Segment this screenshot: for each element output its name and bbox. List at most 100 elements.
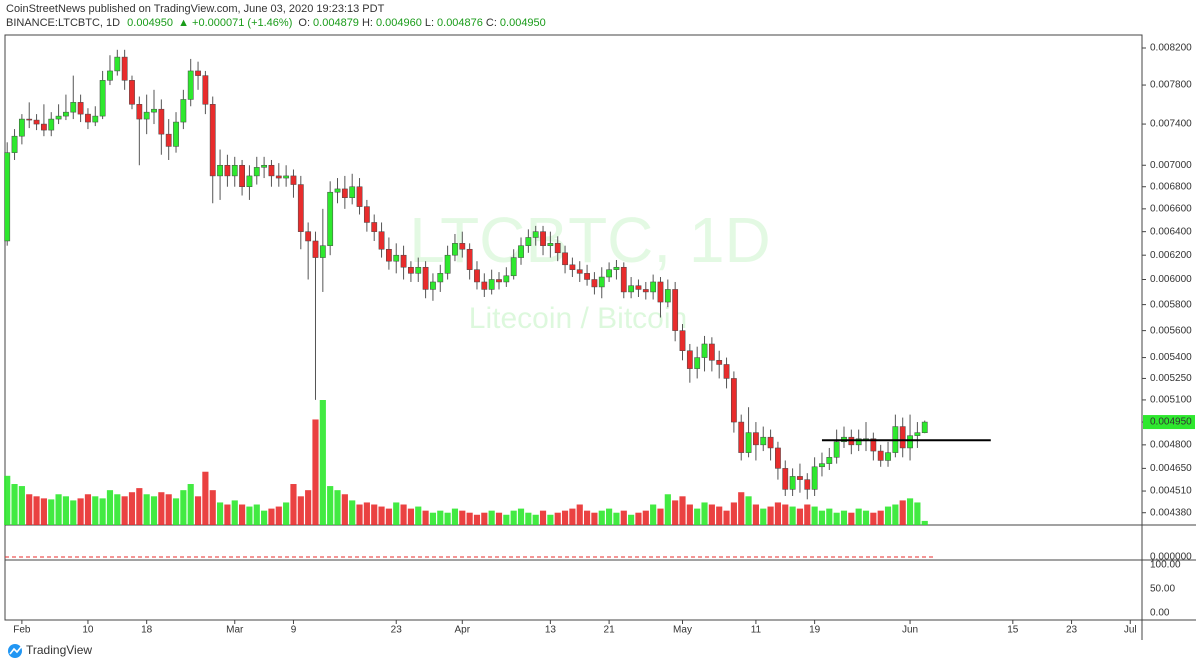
candle-body	[356, 186, 363, 207]
volume-bar	[686, 504, 693, 525]
candle-body	[319, 245, 326, 258]
volume-bar	[921, 520, 928, 525]
y-tick-label: 0.006600	[1150, 203, 1192, 214]
y-tick-label: 0.005100	[1150, 395, 1192, 406]
candle-body	[202, 75, 209, 105]
candle-body	[129, 80, 135, 105]
ohlc-value: 0.004876	[437, 17, 483, 29]
volume-bar	[591, 512, 598, 525]
candle-body	[547, 243, 554, 246]
volume-bar	[459, 510, 466, 525]
volume-bar	[554, 512, 561, 525]
volume-bar	[517, 508, 525, 525]
volume-bar	[613, 512, 620, 525]
x-tick-label: Feb	[13, 625, 31, 636]
volume-bar	[884, 506, 892, 525]
volume-bar	[18, 486, 25, 525]
candle-body	[657, 281, 664, 303]
candle-body	[33, 119, 40, 125]
candle-body	[334, 188, 341, 193]
candle-body	[430, 281, 436, 290]
candle-body	[540, 231, 546, 246]
volume-bar	[356, 504, 363, 525]
candle-body	[753, 432, 759, 446]
volume-bar	[216, 502, 224, 525]
y-tick-label: 0.005600	[1150, 325, 1192, 336]
volume-bar	[261, 510, 268, 525]
x-tick-label: 19	[809, 625, 821, 636]
candle-body	[393, 254, 400, 262]
x-tick-label: 21	[604, 625, 616, 636]
volume-bar	[576, 504, 583, 525]
symbol-line: BINANCE:LTCBTC, 1D 0.004950 ▲ +0.000071 …	[6, 17, 1146, 31]
volume-bar	[657, 508, 664, 525]
ohlc-value: 0.004960	[375, 17, 422, 29]
volume-bar	[760, 508, 767, 525]
volume-bar	[811, 506, 818, 525]
candle-body	[664, 289, 671, 303]
candle-body	[187, 70, 194, 100]
candle-body	[474, 269, 480, 283]
candle-body	[217, 164, 223, 177]
volume-bar	[650, 504, 657, 525]
candle-body	[782, 468, 789, 490]
volume-bar	[407, 508, 414, 525]
candle-body	[11, 135, 18, 153]
candle-body	[18, 118, 25, 137]
volume-bar	[26, 494, 33, 525]
candle-body	[745, 432, 752, 453]
candle-body	[239, 164, 245, 187]
candle-body	[386, 248, 392, 262]
candle-body	[723, 364, 730, 379]
volume-bar	[268, 508, 275, 525]
volume-bar	[833, 512, 840, 525]
pane-label: 0.000000	[1150, 552, 1192, 563]
volume-bar	[378, 506, 385, 525]
volume-bar	[187, 484, 194, 525]
x-tick-label: Jul	[1124, 625, 1137, 636]
candle-body	[41, 123, 47, 131]
volume-bar	[444, 512, 451, 525]
volume-bar	[253, 504, 260, 525]
volume-bar	[77, 498, 84, 525]
volume-bar	[128, 492, 136, 525]
volume-bar	[481, 512, 488, 525]
volume-bar	[730, 502, 737, 525]
volume-bar	[371, 504, 378, 525]
y-tick-label: 0.006000	[1150, 274, 1192, 285]
y-tick-label: 0.004380	[1150, 507, 1192, 518]
candle-body	[694, 357, 701, 369]
volume-bar	[774, 502, 782, 525]
ohlc-label: H:	[361, 17, 373, 29]
volume-bar	[11, 484, 18, 525]
volume-bar	[40, 498, 47, 525]
volume-bar	[305, 490, 312, 525]
x-tick-label: 15	[1007, 625, 1019, 636]
volume-bar	[840, 510, 848, 525]
y-tick-label: 0.007400	[1150, 119, 1192, 130]
candle-body	[224, 164, 231, 177]
volume-bar	[547, 514, 554, 525]
change: ▲ +0.000071 (+1.46%)	[178, 17, 293, 29]
candle-body	[297, 184, 304, 232]
volume-bar	[334, 490, 341, 525]
volume-bar	[620, 510, 627, 525]
volume-bar	[4, 475, 11, 525]
candle-body	[503, 275, 510, 283]
volume-bar	[642, 510, 649, 525]
volume-bar	[569, 508, 576, 525]
x-tick-label: 13	[545, 625, 557, 636]
candle-body	[363, 206, 370, 223]
candle-body	[305, 231, 312, 242]
candle-body	[26, 118, 33, 121]
y-tick-label: 0.004950	[1150, 417, 1192, 428]
volume-bar	[561, 510, 569, 525]
candle-body	[672, 289, 679, 331]
volume-bar	[275, 506, 282, 525]
volume-bar	[297, 496, 304, 525]
candle-body	[576, 269, 583, 274]
candle-body	[70, 102, 77, 113]
candle-body	[48, 118, 55, 131]
x-tick-label: May	[673, 625, 692, 636]
candle-body	[77, 102, 84, 115]
